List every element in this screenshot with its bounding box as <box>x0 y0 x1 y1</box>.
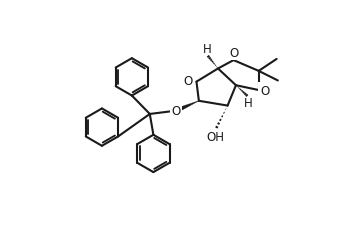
Text: O: O <box>229 47 238 60</box>
Text: O: O <box>184 75 193 88</box>
Text: O: O <box>171 104 181 117</box>
Text: H: H <box>244 97 252 110</box>
Text: H: H <box>203 43 212 56</box>
Polygon shape <box>179 101 199 112</box>
Text: O: O <box>260 84 269 97</box>
Text: OH: OH <box>207 130 225 143</box>
